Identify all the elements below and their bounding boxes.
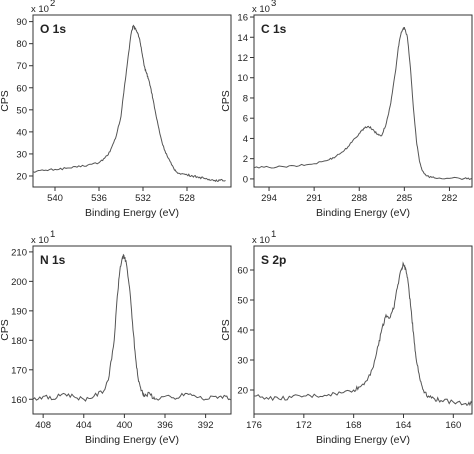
y-tick-label: 170 [11,365,27,376]
y-tick-label: 12 [237,53,248,64]
chart-panel-4: 176 172 168 164 160 20 30 40 50 60 Binding Energy … [220,229,473,446]
x-axis-label: Binding Energy (eV) [316,207,410,219]
panel-title: C 1s [261,22,287,36]
y-exponent-label: 1 [271,229,276,240]
y-exponent-label: 1 [50,229,55,240]
x-axis-label: Binding Energy (eV) [85,207,179,219]
x-tick-label: 291 [306,193,322,204]
y-tick-label: 6 [243,114,248,125]
x-tick-label: 172 [296,420,312,431]
y-axis-label: CPS [220,319,232,341]
spectrum-line [32,253,232,402]
y-tick-label: 10 [237,73,248,84]
panel-title: S 2p [261,253,286,267]
x-tick-label: 400 [116,420,132,431]
plot-frame [32,14,232,188]
x-tick-label: 164 [396,420,412,431]
y-tick-label: 190 [11,306,27,317]
y-tick-label: 0 [243,174,248,185]
y-tick-label: 200 [11,277,27,288]
x-tick-label: 392 [198,420,214,431]
x-tick-label: 396 [157,420,173,431]
panel-title: N 1s [40,253,66,267]
y-tick-label: 210 [11,247,27,258]
y-tick-label: 70 [16,61,27,72]
x-tick-label: 536 [91,193,107,204]
y-multiplier-label: x 10 [252,4,270,15]
y-tick-label: 90 [16,17,27,28]
y-multiplier-label: x 10 [31,4,49,15]
x-tick-label: 528 [179,193,195,204]
y-exponent-label: 2 [50,0,55,9]
x-tick-label: 404 [76,420,92,431]
chart-panel-2: 294 291 288 285 282 0 2 4 6 8 10 12 14 16 Binding Ener… [220,0,473,219]
spectrum-line [32,24,226,183]
x-tick-label: 285 [396,193,412,204]
y-tick-label: 80 [16,39,27,50]
y-tick-label: 50 [237,296,248,307]
y-tick-label: 180 [11,336,27,347]
y-tick-label: 50 [16,105,27,116]
y-tick-label: 20 [237,386,248,397]
y-tick-label: 4 [243,134,248,145]
x-tick-label: 532 [135,193,151,204]
y-tick-label: 40 [16,127,27,138]
y-axis-label: CPS [0,90,11,112]
y-tick-label: 30 [16,149,27,160]
y-tick-label: 60 [237,266,248,277]
y-axis-label: CPS [0,319,11,341]
y-tick-label: 160 [11,395,27,406]
x-tick-label: 160 [445,420,461,431]
y-tick-label: 8 [243,93,248,104]
x-tick-label: 540 [47,193,63,204]
x-tick-label: 288 [351,193,367,204]
y-tick-label: 16 [237,13,248,24]
plot-frame [32,245,232,415]
x-tick-label: 282 [442,193,458,204]
x-axis-label: Binding Energy (eV) [85,434,179,446]
y-exponent-label: 3 [271,0,276,9]
y-multiplier-label: x 10 [31,235,49,246]
spectrum-line [254,261,473,407]
chart-panel-3: 408 404 400 396 392 160 170 180 190 200 210 Binding… [0,229,232,446]
y-multiplier-label: x 10 [252,235,270,246]
chart-panel-1: 540 536 532 528 20 30 40 50 60 70 80 90 Binding Ener… [0,0,232,219]
y-tick-label: 40 [237,326,248,337]
y-tick-label: 60 [16,83,27,94]
x-tick-label: 294 [261,193,277,204]
y-tick-label: 20 [16,171,27,182]
y-axis-label: CPS [220,90,232,112]
spectrum-line [253,26,473,180]
x-tick-label: 408 [35,420,51,431]
plot-frame [253,245,473,415]
y-tick-label: 14 [237,33,248,44]
panel-title: O 1s [40,22,66,36]
y-tick-label: 30 [237,356,248,367]
y-tick-label: 2 [243,154,248,165]
x-axis-label: Binding Energy (eV) [316,434,410,446]
x-tick-label: 168 [346,420,362,431]
plot-frame [253,14,473,188]
x-tick-label: 176 [246,420,262,431]
